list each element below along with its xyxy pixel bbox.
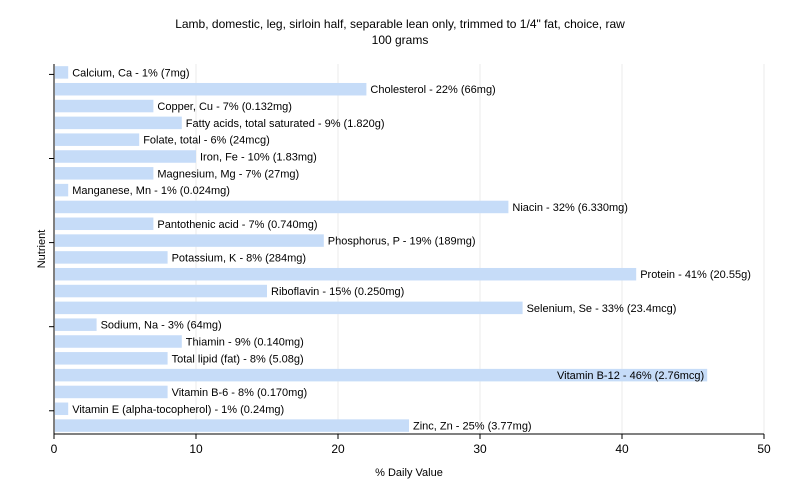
y-axis-title: Nutrient — [36, 230, 48, 269]
bar-label: Vitamin E (alpha-tocopherol) - 1% (0.24m… — [72, 404, 284, 416]
x-axis-title: % Daily Value — [375, 467, 443, 479]
bar — [55, 368, 708, 382]
bar — [55, 301, 523, 315]
bar-labels: Calcium, Ca - 1% (7mg) Cholesterol - 22% … — [72, 67, 751, 432]
x-tick-label: 40 — [615, 442, 629, 456]
bar-label: Copper, Cu - 7% (0.132mg) — [157, 101, 292, 113]
bar-label: Vitamin B-6 - 8% (0.170mg) — [172, 387, 308, 399]
bar — [55, 133, 140, 146]
bar-label: Riboflavin - 15% (0.250mg) — [271, 286, 404, 298]
bar — [55, 200, 509, 214]
bar — [55, 318, 97, 331]
bar — [55, 82, 367, 96]
bar-label: Phosphorus, P - 19% (189mg) — [328, 236, 476, 248]
bar-label: Iron, Fe - 10% (1.83mg) — [200, 152, 317, 164]
bar-label: Magnesium, Mg - 7% (27mg) — [157, 168, 299, 180]
bar — [55, 66, 69, 79]
chart-title-block: Lamb, domestic, leg, sirloin half, separ… — [0, 16, 800, 48]
bar-label: Folate, total - 6% (24mcg) — [143, 135, 270, 147]
tick-labels: 0 10 20 30 40 50 — [51, 442, 771, 456]
bar — [55, 116, 182, 130]
bar-label: Sodium, Na - 3% (64mg) — [101, 320, 222, 332]
axes — [49, 64, 765, 439]
bar-label: Total lipid (fat) - 8% (5.08g) — [172, 353, 304, 365]
chart-subtitle: 100 grams — [371, 33, 429, 47]
bar-label: Fatty acids, total saturated - 9% (1.820… — [186, 118, 385, 130]
bar — [55, 267, 637, 281]
bar-label: Calcium, Ca - 1% (7mg) — [72, 67, 189, 79]
bar-label: Niacin - 32% (6.330mg) — [512, 202, 628, 214]
x-tick-label: 50 — [757, 442, 771, 456]
bar-label: Protein - 41% (20.55g) — [640, 269, 751, 281]
bar-label: Pantothenic acid - 7% (0.740mg) — [157, 219, 317, 231]
x-tick-label: 10 — [189, 442, 203, 456]
bar — [55, 183, 69, 197]
bar — [55, 234, 324, 247]
bar-label: Thiamin - 9% (0.140mg) — [186, 337, 304, 349]
bar — [55, 284, 267, 298]
x-tick-label: 30 — [473, 442, 487, 456]
bar — [55, 217, 154, 231]
bar-label: Potassium, K - 8% (284mg) — [172, 252, 307, 264]
bar — [55, 352, 168, 365]
bar — [55, 419, 409, 432]
bar-label: Manganese, Mn - 1% (0.024mg) — [72, 185, 230, 197]
bar-label: Vitamin B-12 - 46% (2.76mcg) — [557, 370, 704, 382]
bars — [55, 66, 708, 432]
bar — [55, 385, 168, 399]
bar-label: Selenium, Se - 33% (23.4mcg) — [527, 303, 677, 315]
x-tick-label: 0 — [51, 442, 58, 456]
bar — [55, 251, 168, 264]
chart-title: Lamb, domestic, leg, sirloin half, separ… — [175, 17, 625, 31]
bar-label: Cholesterol - 22% (66mg) — [370, 84, 495, 96]
bar — [55, 150, 196, 163]
bar — [55, 167, 154, 180]
bar — [55, 335, 182, 348]
bar — [55, 99, 154, 113]
bar-label: Zinc, Zn - 25% (3.77mg) — [413, 421, 532, 433]
x-tick-label: 20 — [331, 442, 345, 456]
bar — [55, 402, 69, 416]
